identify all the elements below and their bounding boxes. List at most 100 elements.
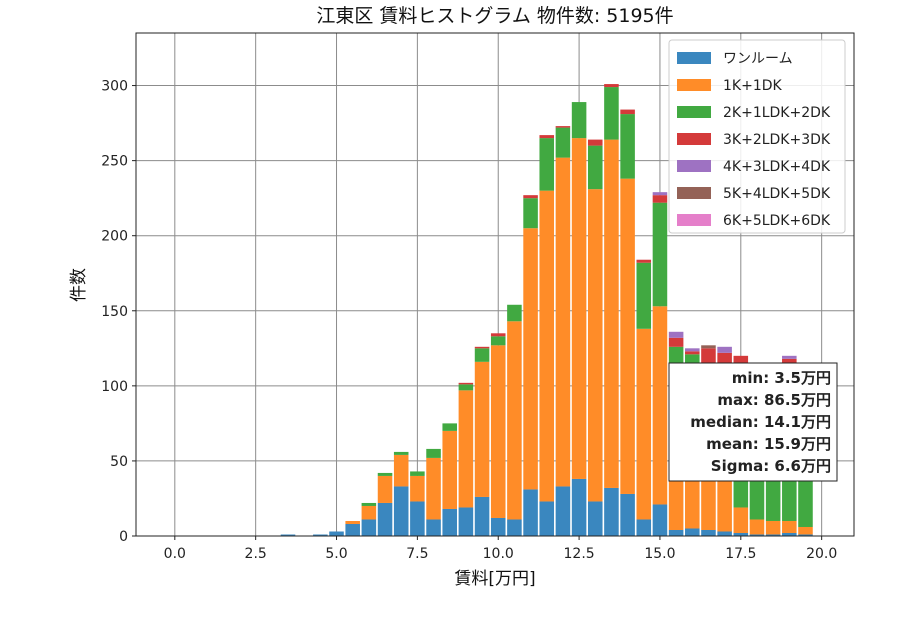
bar-segment xyxy=(442,423,457,431)
bar-segment xyxy=(636,519,652,536)
y-tick-label: 0 xyxy=(119,529,128,545)
bar-segment xyxy=(733,507,749,533)
bar-segment xyxy=(798,534,813,536)
bar-segment xyxy=(765,520,781,535)
x-tick-label: 0.0 xyxy=(164,546,186,562)
bar-segment xyxy=(604,139,619,488)
bar-segment xyxy=(410,501,425,536)
bar-segment xyxy=(474,346,490,349)
bar-segment xyxy=(652,195,668,203)
y-tick-label: 150 xyxy=(101,304,128,320)
bar-segment xyxy=(555,157,571,487)
bar-segment xyxy=(587,501,603,536)
bar-segment xyxy=(668,529,684,536)
bar-segment xyxy=(426,457,441,520)
bar-segment xyxy=(377,502,393,536)
bar-segment xyxy=(620,109,635,115)
bar-segment xyxy=(377,472,393,476)
x-ticks: 0.0 2.5 5.0 7.5 10.0 12.5 15.0 17.5 20.0 xyxy=(164,536,837,562)
bar-segment xyxy=(523,228,538,490)
bar-segment xyxy=(652,202,668,307)
x-tick-label: 15.0 xyxy=(644,546,675,562)
bar-segment xyxy=(474,348,490,362)
bar-segment xyxy=(587,145,603,190)
bar-segment xyxy=(668,331,684,338)
bar-segment xyxy=(523,195,538,199)
bar-segment xyxy=(507,519,522,536)
x-tick-label: 12.5 xyxy=(564,546,595,562)
bar-segment xyxy=(604,87,619,140)
bar-segment xyxy=(523,489,538,536)
bar-segment xyxy=(749,519,765,535)
legend-swatch xyxy=(677,106,711,118)
bar-segment xyxy=(555,486,571,536)
legend-label: 5K+4LDK+5DK xyxy=(723,186,831,202)
bar-segment xyxy=(555,127,571,158)
bar-segment xyxy=(313,534,328,536)
bar-segment xyxy=(652,192,668,196)
stats-line: max: 86.5万円 xyxy=(717,391,831,409)
bar-segment xyxy=(587,189,603,502)
legend-swatch xyxy=(677,52,711,64)
bar-segment xyxy=(458,382,474,385)
bar-segment xyxy=(426,519,441,536)
bar-segment xyxy=(393,486,409,536)
stats-line: mean: 15.9万円 xyxy=(706,435,831,453)
legend-label: 4K+3LDK+4DK xyxy=(723,159,831,175)
bar-segment xyxy=(571,138,587,479)
plot-frame xyxy=(135,32,855,537)
stats-line: min: 3.5万円 xyxy=(732,369,831,387)
legend-label: 6K+5LDK+6DK xyxy=(723,213,831,229)
bar-segment xyxy=(345,523,360,536)
y-tick-label: 250 xyxy=(101,154,128,170)
bar-segment xyxy=(701,345,716,349)
bar-segment xyxy=(782,355,797,359)
bar-segment xyxy=(393,451,409,455)
bar-segment xyxy=(668,346,684,365)
bar-segment xyxy=(490,345,506,518)
bar-segment xyxy=(701,348,716,364)
bar-segment xyxy=(442,430,457,509)
bar-segment xyxy=(604,487,619,536)
legend-label: 3K+2LDK+3DK xyxy=(723,132,831,148)
bar-segment xyxy=(539,135,555,139)
bar-segment xyxy=(717,475,732,532)
bar-segment xyxy=(717,346,732,353)
bar-segment xyxy=(490,517,506,536)
bar-segment xyxy=(507,321,522,520)
bar-segment xyxy=(539,501,555,536)
legend: ワンルーム 1K+1DK 2K+1LDK+2DK 3K+2LDK+3DK 4K+3LDK… xyxy=(668,39,846,234)
x-axis-title: 賃料[万円] xyxy=(454,569,535,589)
bar-segment xyxy=(474,496,490,536)
legend-label: ワンルーム xyxy=(723,51,793,67)
bar-segment xyxy=(717,531,732,536)
bar-segment xyxy=(442,508,457,536)
bar-segment xyxy=(636,262,652,329)
bar-segment xyxy=(490,333,506,337)
bar-segment xyxy=(393,454,409,487)
bar-segment xyxy=(490,336,506,346)
legend-swatch xyxy=(677,133,711,145)
y-tick-label: 50 xyxy=(110,454,128,470)
bar-segment xyxy=(361,519,377,536)
legend-swatch xyxy=(677,160,711,172)
stats-box: min: 3.5万円 max: 86.5万円 median: 14.1万円 mean:… xyxy=(668,362,838,482)
bar-segment xyxy=(604,84,619,88)
bar-segment xyxy=(539,138,555,191)
bar-segment xyxy=(458,384,474,391)
bar-segment xyxy=(652,306,668,505)
bar-segment xyxy=(749,534,765,536)
stats-line: median: 14.1万円 xyxy=(690,413,831,431)
bar-segment xyxy=(685,348,700,352)
stats-frame xyxy=(668,362,838,482)
bar-segment xyxy=(685,351,700,355)
bar-segment xyxy=(507,304,522,322)
bar-segment xyxy=(620,114,635,179)
y-tick-label: 100 xyxy=(101,379,128,395)
bar-segment xyxy=(668,337,684,347)
x-tick-label: 5.0 xyxy=(325,546,347,562)
x-tick-label: 10.0 xyxy=(483,546,514,562)
legend-label: 2K+1LDK+2DK xyxy=(723,105,831,121)
y-ticks: 0 50 100 150 200 250 300 xyxy=(101,79,136,545)
